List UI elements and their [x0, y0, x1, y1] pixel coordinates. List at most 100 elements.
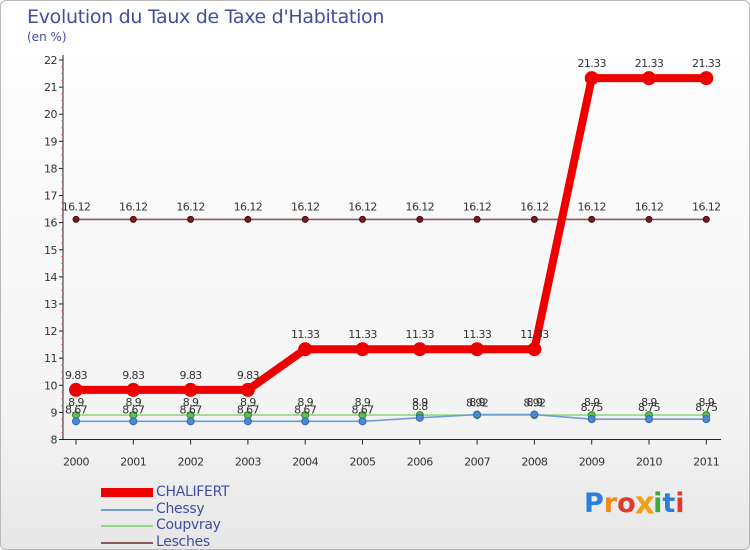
data-label-chalifert: 21.33 [692, 57, 721, 70]
y-tick-label: 21 [44, 81, 57, 94]
data-label-chalifert: 11.33 [463, 328, 492, 341]
data-point-chalifert [183, 382, 198, 397]
data-point-chessy [645, 415, 653, 424]
data-label-chalifert: 9.83 [122, 369, 145, 382]
data-point-chessy [129, 417, 138, 426]
x-tick-label: 2001 [120, 456, 146, 469]
y-tick-label: 12 [44, 325, 57, 338]
data-label-chessy: 8.67 [237, 403, 260, 416]
data-point-lesches [359, 215, 366, 223]
data-point-chalifert [527, 342, 542, 357]
y-tick-label: 14 [44, 271, 57, 284]
data-label-coupvray: 8.9 [183, 396, 199, 409]
legend-label-chalifert: CHALIFERT [156, 484, 230, 500]
y-tick-label: 10 [44, 379, 57, 392]
y-tick-label: 11 [44, 352, 57, 365]
data-label-coupvray: 8.9 [355, 396, 371, 409]
data-point-chalifert [699, 71, 714, 86]
data-point-chessy [72, 417, 80, 426]
data-point-lesches [244, 215, 252, 223]
data-point-lesches [72, 215, 80, 223]
y-tick-label: 18 [44, 162, 57, 175]
logo-letter: i [653, 488, 663, 519]
data-label-lesches: 16.12 [406, 200, 435, 213]
chart-title: Evolution du Taux de Taxe d'Habitation [27, 6, 385, 28]
y-tick-label: 20 [44, 108, 57, 121]
data-point-chalifert [584, 71, 599, 86]
data-label-coupvray: 8.9 [240, 396, 256, 409]
data-label-lesches: 16.12 [520, 200, 549, 213]
legend-swatch-chalifert [101, 488, 153, 497]
y-tick-label: 17 [44, 190, 57, 203]
data-point-lesches [588, 215, 596, 223]
data-label-chessy: 8.75 [638, 401, 661, 414]
y-tick-label: 13 [44, 298, 57, 311]
data-point-lesches [416, 215, 424, 223]
data-point-chessy [587, 415, 596, 424]
data-label-lesches: 16.12 [463, 200, 492, 213]
data-label-chalifert: 11.33 [291, 328, 320, 341]
data-label-lesches: 16.12 [692, 200, 721, 213]
data-label-chessy: 8.67 [122, 403, 145, 416]
data-label-chessy: 8.67 [294, 403, 317, 416]
legend-swatch-coupvray [101, 525, 153, 527]
data-label-lesches: 16.12 [234, 200, 263, 213]
x-tick-label: 2011 [693, 456, 719, 469]
y-tick-label: 22 [44, 54, 57, 67]
data-label-chalifert: 9.83 [237, 369, 260, 382]
legend-label-chessy: Chessy [156, 500, 205, 517]
data-point-chessy [530, 410, 539, 419]
series-line-chessy [76, 413, 707, 423]
legend-label-lesches: Lesches [156, 533, 210, 550]
data-point-lesches [473, 215, 481, 223]
data-label-coupvray: 8.9 [297, 396, 313, 409]
data-label-coupvray: 8.9 [412, 396, 428, 409]
data-point-chalifert [298, 342, 313, 357]
logo-letter: x [634, 485, 655, 522]
logo-letter: r [603, 488, 618, 519]
data-label-coupvray: 8.9 [125, 396, 141, 409]
data-label-coupvray: 8.9 [584, 396, 600, 409]
data-point-chalifert [412, 342, 427, 357]
data-label-chessy: 8.67 [180, 403, 203, 416]
x-tick-label: 2003 [235, 456, 261, 469]
y-tick-label: 8 [51, 434, 58, 447]
data-label-chalifert: 11.33 [406, 328, 435, 341]
data-point-chessy [243, 417, 252, 426]
data-point-lesches [645, 215, 653, 223]
data-point-lesches [702, 215, 710, 223]
data-label-chessy: 8.92 [466, 397, 488, 410]
data-label-chalifert: 21.33 [577, 57, 606, 70]
data-point-chalifert [69, 382, 83, 397]
x-tick-label: 2000 [63, 456, 89, 469]
y-tick-label: 19 [44, 135, 57, 148]
x-tick-label: 2009 [579, 456, 605, 469]
proxiti-logo: Proxiti [584, 485, 685, 522]
data-point-chessy [301, 417, 310, 426]
x-tick-label: 2010 [636, 456, 662, 469]
data-label-chessy: 8.67 [65, 403, 88, 416]
logo-letter: P [584, 488, 604, 519]
data-point-chessy [186, 417, 195, 426]
data-label-chessy: 8.75 [581, 401, 604, 414]
data-label-lesches: 16.12 [62, 200, 91, 213]
data-point-lesches [301, 215, 309, 223]
data-label-chalifert: 9.83 [65, 369, 88, 382]
data-label-lesches: 16.12 [176, 200, 205, 213]
data-label-chessy: 8.8 [412, 400, 428, 413]
legend-swatch-lesches [101, 541, 153, 544]
data-label-chalifert: 11.33 [348, 328, 377, 341]
series-line-chalifert [76, 74, 707, 394]
legend-label-coupvray: Coupvray [156, 517, 221, 533]
data-label-chalifert: 21.33 [635, 57, 664, 70]
data-label-lesches: 16.12 [119, 200, 148, 213]
data-point-chalifert [470, 342, 485, 357]
data-point-chessy [473, 410, 482, 419]
data-point-chalifert [355, 342, 370, 357]
x-tick-label: 2002 [178, 456, 204, 469]
data-label-chalifert: 11.33 [520, 328, 549, 341]
legend-swatch-chessy [101, 508, 153, 511]
data-label-lesches: 16.12 [635, 200, 664, 213]
